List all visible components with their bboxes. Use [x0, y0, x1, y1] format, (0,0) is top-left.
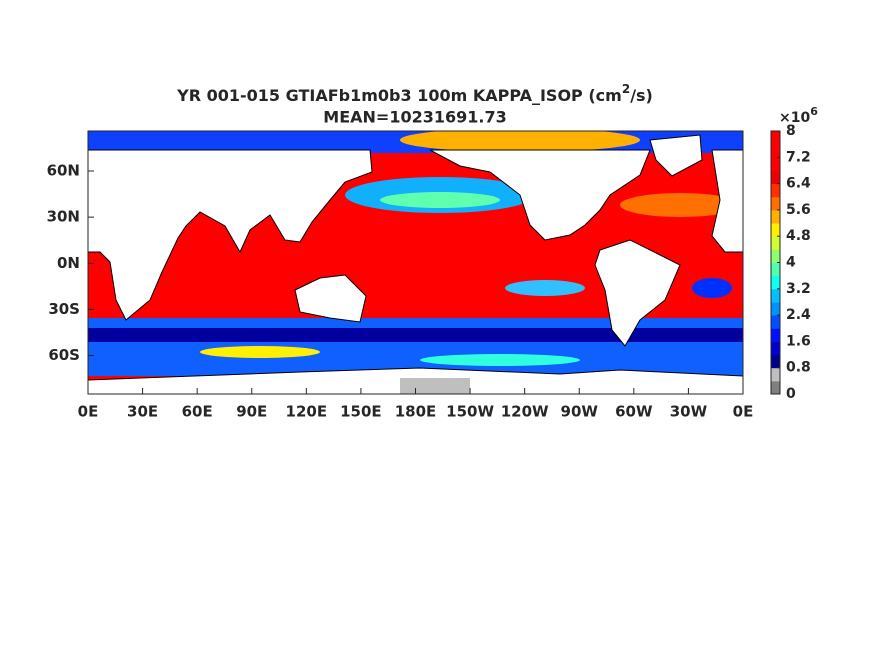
- exponent-base: ×10: [779, 110, 810, 126]
- x-tick-label: 150E: [340, 403, 382, 421]
- colorbar-tick-label: 7.2: [786, 149, 811, 165]
- pacific-patch: [380, 192, 500, 208]
- colorbar-tick-label: 0.8: [786, 360, 811, 376]
- colorbar-segment: [771, 223, 780, 237]
- colorbar-segment: [771, 183, 780, 198]
- colorbar-segment: [771, 367, 780, 382]
- colorbar-tick-label: 3.2: [786, 281, 811, 297]
- colorbar-tick-label: 0: [786, 386, 796, 402]
- x-tick-label: 120W: [501, 403, 549, 421]
- y-tick-label: 30S: [48, 300, 80, 318]
- x-tick-label: 90E: [236, 403, 267, 421]
- colorbar-segment: [771, 354, 780, 369]
- colorbar-tick-label: 6.4: [786, 176, 811, 192]
- greenland: [649, 134, 703, 177]
- x-tick-label: 60W: [615, 403, 653, 421]
- colorbar-segment: [771, 262, 780, 277]
- colorbar-tick-label: 4.8: [786, 228, 811, 244]
- colorbar-segment: [771, 157, 780, 171]
- southern-ocean-core: [88, 328, 743, 342]
- x-tick-label: 0E: [733, 403, 754, 421]
- chart-title: YR 001-015 GTIAFb1m0b3 100m KAPPA_ISOP (…: [176, 82, 653, 105]
- colorbar-exponent: ×106: [779, 105, 818, 126]
- southern-patch: [420, 354, 580, 366]
- colorbar-segment: [771, 275, 780, 290]
- west-europe-africa: [711, 149, 743, 253]
- x-tick-label: 60E: [182, 403, 213, 421]
- colorbar-segment: [771, 249, 780, 263]
- x-tick-label: 180E: [395, 403, 437, 421]
- colorbar-segment: [771, 144, 780, 158]
- colorbar-segment: [771, 328, 780, 342]
- southern-patch: [200, 346, 320, 358]
- y-tick-label: 60S: [48, 346, 80, 364]
- south-pacific-patch: [505, 280, 585, 296]
- exponent-power: 6: [810, 105, 818, 118]
- ice-shelf: [400, 378, 470, 394]
- title-superscript: 2: [622, 82, 630, 96]
- x-tick-label: 30E: [127, 403, 158, 421]
- y-tick-label: 0N: [57, 254, 80, 272]
- colorbar-segment: [771, 380, 780, 395]
- colorbar-segment: [771, 131, 780, 145]
- colorbar-tick-label: 4: [786, 255, 796, 271]
- colorbar-segment: [771, 288, 780, 303]
- title-end: /s): [630, 86, 653, 105]
- north-america: [429, 149, 651, 241]
- x-tick-label: 30W: [670, 403, 708, 421]
- atlantic-patch: [620, 193, 740, 217]
- chart-subtitle: MEAN=10231691.73: [323, 108, 506, 127]
- y-tick-label: 60N: [47, 161, 80, 179]
- colorbar-segment: [771, 209, 780, 224]
- colorbar-segment: [771, 170, 780, 185]
- eurasia-africa: [88, 149, 373, 321]
- australia: [294, 274, 367, 323]
- colorbar-tick-label: 5.6: [786, 202, 811, 218]
- south-america: [594, 239, 681, 347]
- title-main: YR 001-015 GTIAFb1m0b3 100m KAPPA_ISOP (…: [176, 86, 622, 105]
- colorbar-tick-label: 8: [786, 123, 796, 139]
- colorbar-segment: [771, 236, 780, 250]
- colorbar-tick-label: 1.6: [786, 333, 811, 349]
- southern-ocean-field: [88, 318, 743, 376]
- colorbar-segment: [771, 341, 780, 356]
- colorbar-tick-label: 2.4: [786, 307, 811, 323]
- colorbar-segment: [771, 315, 780, 329]
- x-tick-label: 120E: [286, 403, 328, 421]
- x-tick-label: 0E: [78, 403, 99, 421]
- arctic-patch: [400, 131, 640, 152]
- colorbar-segment: [771, 301, 780, 316]
- x-tick-label: 150W: [446, 403, 494, 421]
- x-tick-label: 90W: [561, 403, 599, 421]
- south-atlantic-patch: [692, 278, 732, 298]
- map-field: [88, 131, 743, 394]
- colorbar-segment: [771, 196, 780, 211]
- y-tick-label: 30N: [47, 208, 80, 226]
